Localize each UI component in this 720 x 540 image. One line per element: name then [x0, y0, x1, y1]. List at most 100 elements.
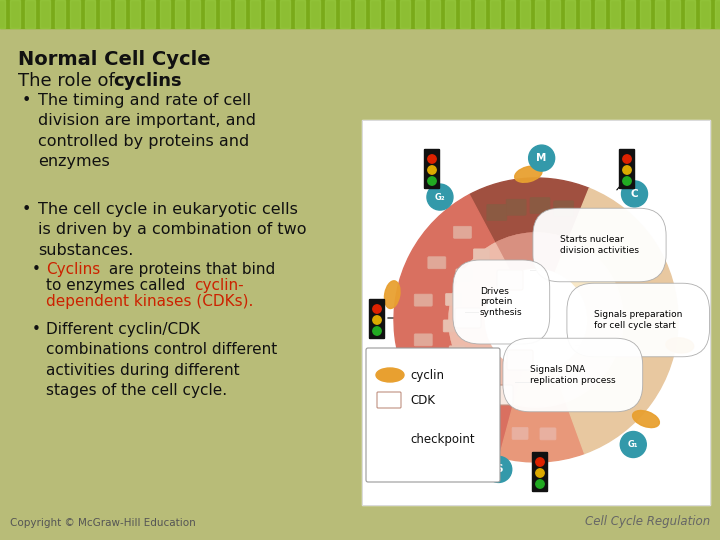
Text: CDK: CDK: [410, 394, 435, 407]
Polygon shape: [190, 0, 200, 28]
FancyBboxPatch shape: [540, 428, 556, 440]
Polygon shape: [625, 0, 635, 28]
Bar: [0, 0, 720, 28]
Wedge shape: [499, 402, 585, 462]
Polygon shape: [10, 0, 20, 28]
Polygon shape: [70, 0, 80, 28]
Polygon shape: [520, 0, 530, 28]
Polygon shape: [355, 0, 365, 28]
FancyBboxPatch shape: [619, 150, 634, 188]
Wedge shape: [566, 188, 678, 454]
Polygon shape: [250, 0, 260, 28]
Wedge shape: [394, 194, 513, 457]
FancyBboxPatch shape: [425, 150, 439, 188]
Circle shape: [387, 445, 393, 451]
Text: to enzymes called: to enzymes called: [46, 278, 190, 293]
Polygon shape: [295, 0, 305, 28]
Text: •: •: [22, 202, 32, 217]
FancyBboxPatch shape: [480, 384, 497, 396]
Polygon shape: [475, 0, 485, 28]
Polygon shape: [340, 0, 350, 28]
Wedge shape: [495, 233, 569, 243]
Circle shape: [373, 316, 381, 324]
Circle shape: [373, 305, 381, 313]
Text: Cyclins: Cyclins: [46, 262, 100, 277]
Polygon shape: [85, 0, 95, 28]
Polygon shape: [700, 0, 710, 28]
Circle shape: [536, 480, 544, 488]
Ellipse shape: [376, 368, 404, 382]
Wedge shape: [449, 243, 513, 404]
Polygon shape: [220, 0, 230, 28]
FancyBboxPatch shape: [454, 226, 472, 238]
Polygon shape: [310, 0, 320, 28]
FancyBboxPatch shape: [444, 320, 459, 332]
Circle shape: [486, 456, 512, 482]
Bar: [362, 120, 710, 505]
FancyBboxPatch shape: [366, 348, 500, 482]
FancyBboxPatch shape: [487, 385, 513, 405]
FancyBboxPatch shape: [554, 201, 574, 217]
Ellipse shape: [452, 435, 474, 458]
Wedge shape: [469, 178, 589, 243]
Ellipse shape: [384, 281, 400, 308]
Text: S: S: [495, 464, 503, 475]
Polygon shape: [505, 0, 515, 28]
FancyBboxPatch shape: [377, 392, 401, 408]
Polygon shape: [0, 0, 5, 28]
Text: checkpoint: checkpoint: [410, 434, 474, 447]
FancyBboxPatch shape: [449, 346, 465, 358]
FancyBboxPatch shape: [455, 308, 481, 328]
Polygon shape: [685, 0, 695, 28]
Polygon shape: [145, 0, 155, 28]
Polygon shape: [445, 0, 455, 28]
Circle shape: [387, 437, 393, 443]
Polygon shape: [55, 0, 65, 28]
Circle shape: [428, 166, 436, 174]
FancyBboxPatch shape: [369, 300, 384, 339]
Text: cyclins: cyclins: [113, 72, 181, 90]
Text: Cell Cycle Regulation: Cell Cycle Regulation: [585, 515, 710, 528]
Text: cyclin-: cyclin-: [194, 278, 243, 293]
FancyBboxPatch shape: [497, 270, 523, 290]
Wedge shape: [495, 233, 569, 274]
Text: M: M: [536, 153, 547, 163]
Polygon shape: [415, 0, 425, 28]
Circle shape: [621, 181, 647, 207]
Circle shape: [620, 431, 647, 457]
FancyBboxPatch shape: [446, 293, 462, 306]
Text: Different cyclin/CDK
combinations control different
activities during different
: Different cyclin/CDK combinations contro…: [46, 322, 277, 398]
Text: C: C: [631, 189, 639, 199]
Circle shape: [536, 469, 544, 477]
Text: are proteins that bind: are proteins that bind: [104, 262, 275, 277]
FancyBboxPatch shape: [506, 199, 526, 215]
FancyBboxPatch shape: [533, 453, 547, 491]
Wedge shape: [449, 243, 523, 404]
Text: The role of: The role of: [18, 72, 120, 90]
Polygon shape: [655, 0, 665, 28]
Circle shape: [428, 177, 436, 185]
FancyBboxPatch shape: [487, 205, 507, 220]
Circle shape: [623, 177, 631, 185]
Text: Copyright © McGraw-Hill Education: Copyright © McGraw-Hill Education: [10, 518, 196, 528]
Circle shape: [536, 458, 544, 466]
Polygon shape: [490, 0, 500, 28]
Circle shape: [528, 145, 554, 171]
FancyBboxPatch shape: [414, 294, 432, 306]
Text: Drives
protein
synthesis: Drives protein synthesis: [480, 287, 523, 317]
Polygon shape: [385, 0, 395, 28]
Polygon shape: [100, 0, 110, 28]
Text: •: •: [32, 322, 41, 337]
FancyBboxPatch shape: [530, 198, 550, 213]
FancyBboxPatch shape: [512, 427, 528, 440]
Text: Starts nuclear
division activities: Starts nuclear division activities: [560, 235, 639, 255]
Circle shape: [387, 429, 393, 435]
FancyBboxPatch shape: [414, 334, 432, 346]
Bar: [362, 120, 710, 505]
Text: Signals preparation
for cell cycle start: Signals preparation for cell cycle start: [594, 310, 683, 330]
Wedge shape: [554, 239, 623, 402]
Text: •: •: [22, 93, 32, 108]
FancyBboxPatch shape: [461, 366, 477, 379]
Polygon shape: [235, 0, 245, 28]
Polygon shape: [460, 0, 470, 28]
